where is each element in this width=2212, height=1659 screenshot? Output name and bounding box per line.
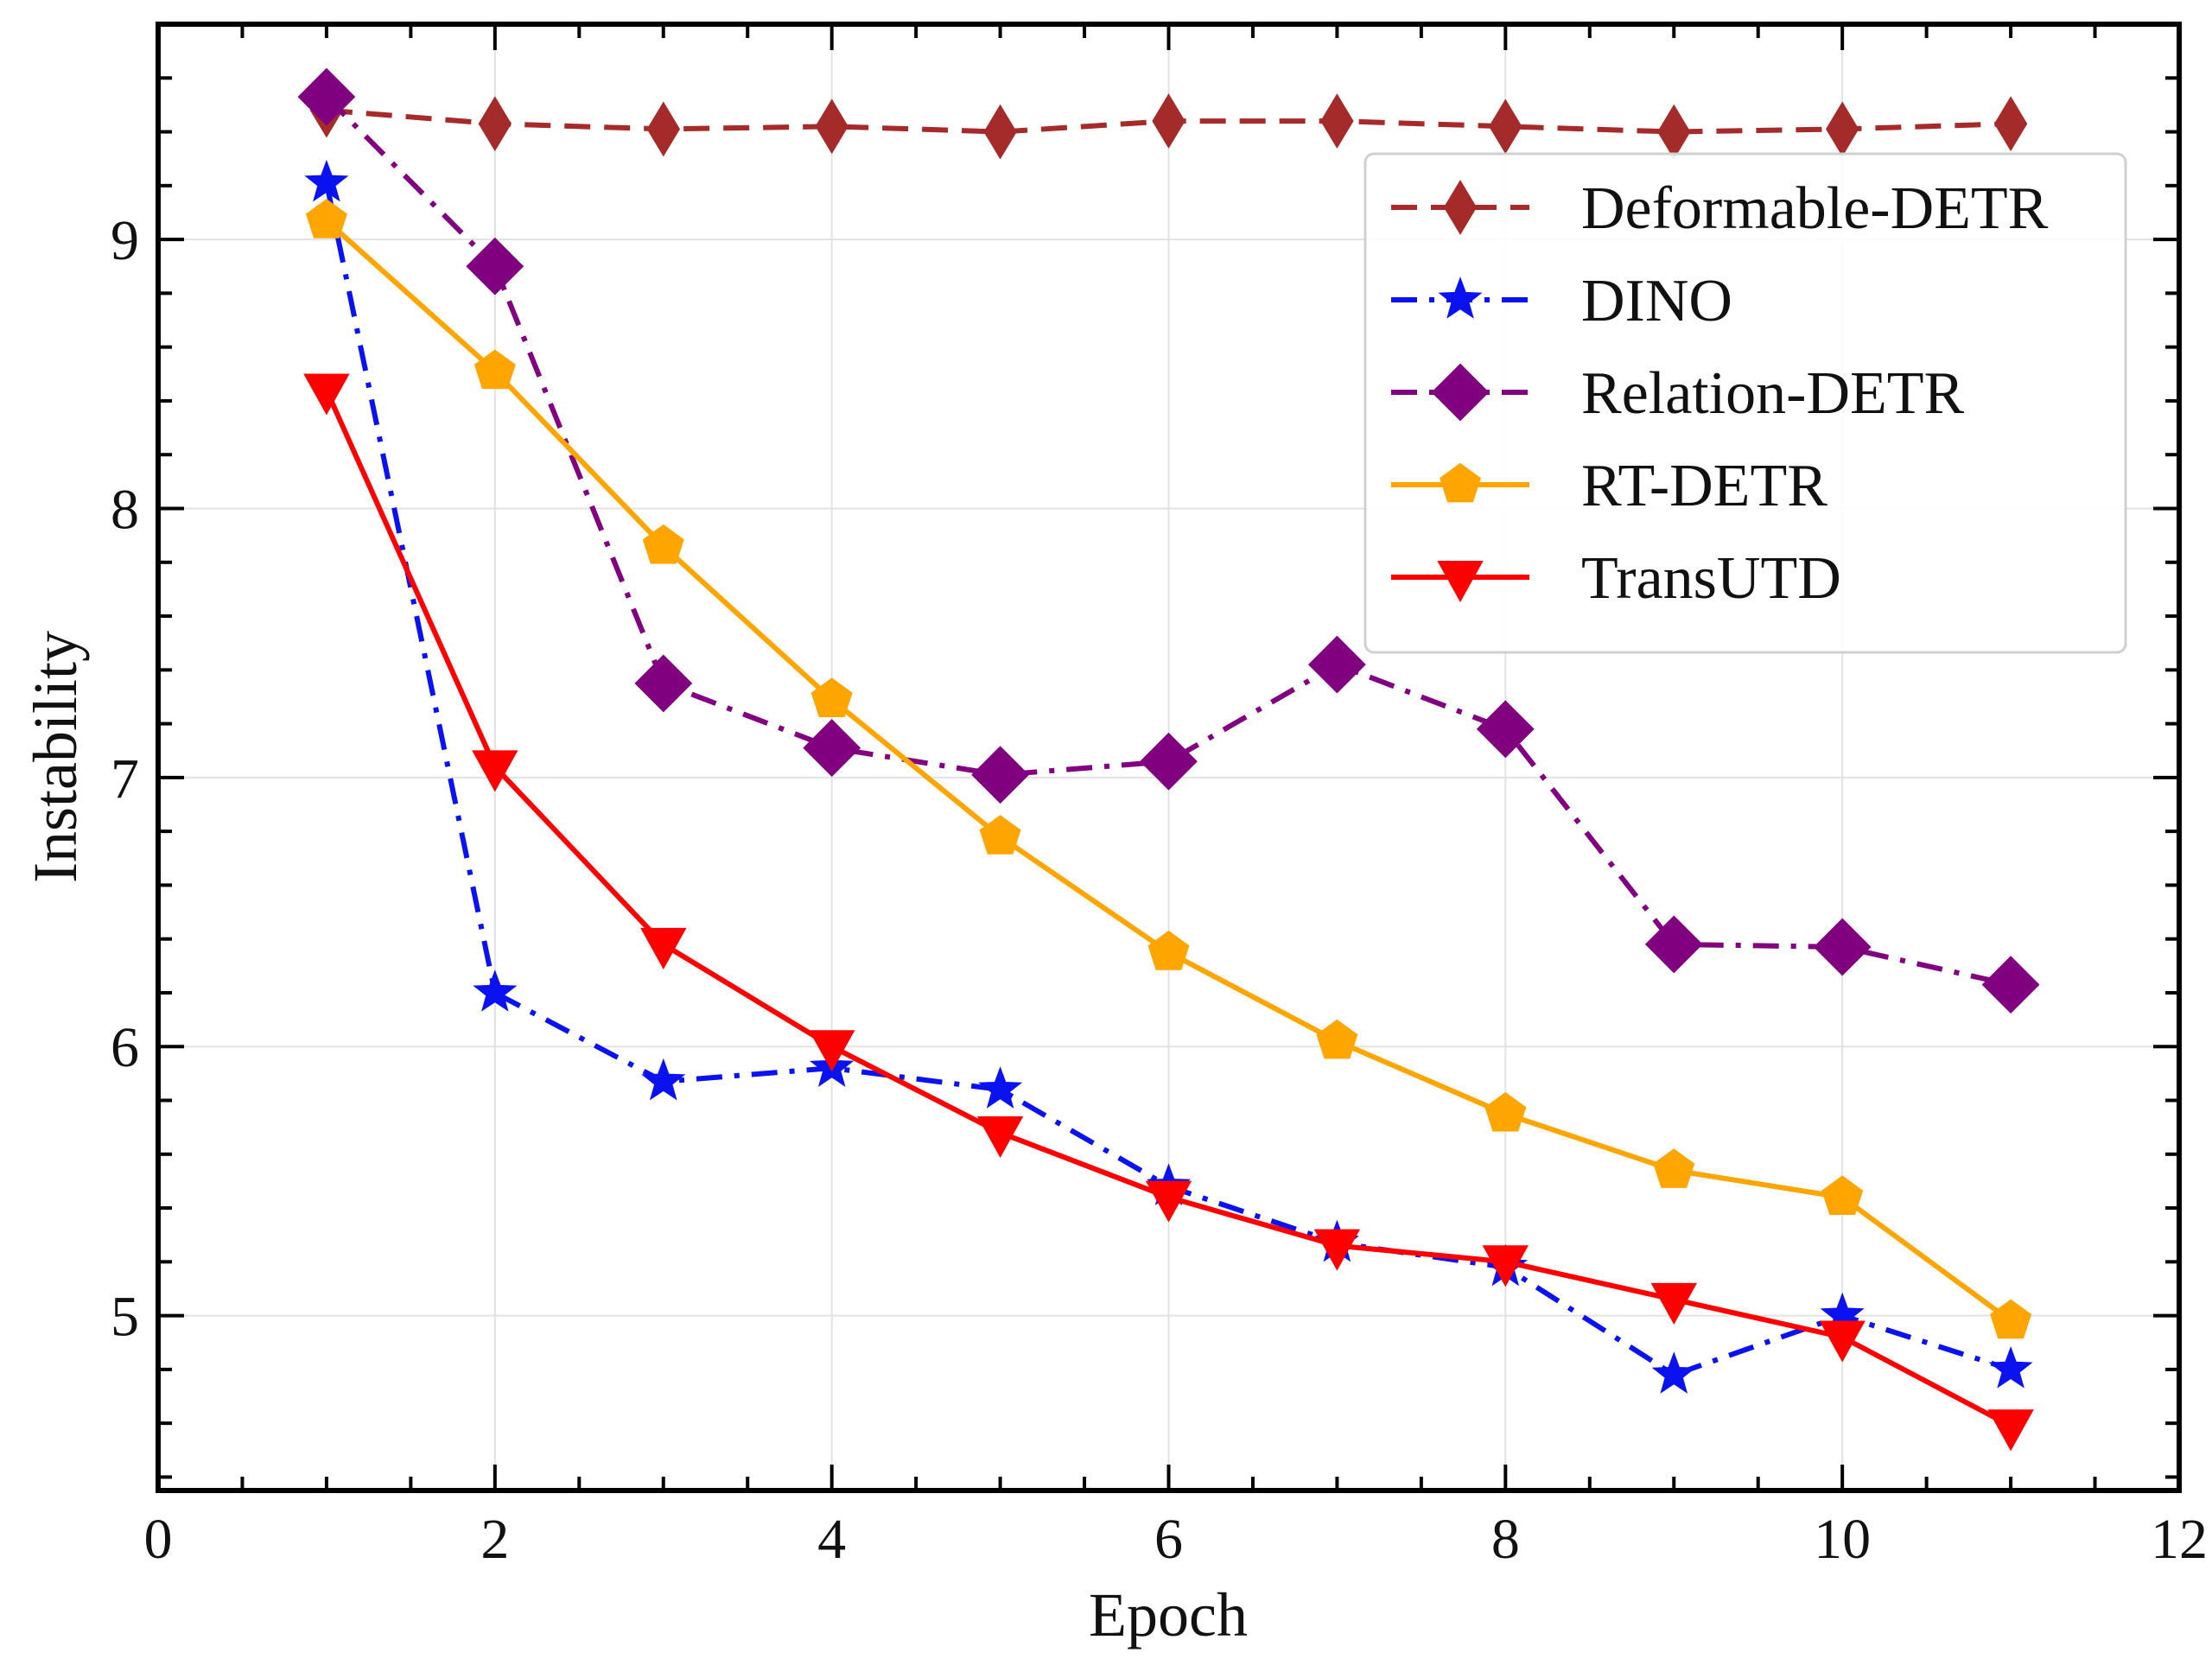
data-point-transutd: [303, 373, 350, 416]
legend-marker-transutd: [1437, 561, 1484, 603]
legend-marker-deformable-detr: [1443, 180, 1478, 235]
series-deformable-detr: [309, 82, 2028, 160]
data-point-deformable-detr: [1993, 96, 2028, 152]
data-point-deformable-detr: [478, 96, 512, 152]
data-point-dino: [978, 1066, 1023, 1109]
data-point-relation-detr: [634, 654, 693, 713]
data-point-transutd: [640, 927, 687, 969]
x-tick-label: 0: [144, 1508, 173, 1571]
data-point-rt-detr: [1484, 1091, 1527, 1132]
data-point-transutd: [1650, 1282, 1697, 1325]
data-point-transutd: [809, 1030, 855, 1072]
data-point-rt-detr: [1147, 930, 1190, 970]
data-point-rt-detr: [1990, 1299, 2032, 1339]
data-point-transutd: [976, 1116, 1024, 1158]
data-point-dino: [473, 969, 518, 1012]
legend-marker-dino: [1438, 276, 1483, 319]
data-point-rt-detr: [979, 815, 1021, 855]
data-point-dino: [1651, 1351, 1696, 1394]
data-point-relation-detr: [466, 237, 524, 296]
series-line-relation-detr: [324, 94, 2012, 988]
data-point-relation-detr: [1644, 915, 1703, 974]
data-point-transutd: [1313, 1229, 1361, 1271]
x-tick-label: 2: [480, 1508, 509, 1571]
x-tick-label: 12: [2151, 1508, 2208, 1571]
data-point-deformable-detr: [1320, 93, 1354, 149]
x-tick-label: 8: [1491, 1508, 1520, 1571]
data-point-deformable-detr: [1489, 99, 1522, 155]
x-tick-label: 4: [817, 1508, 846, 1571]
data-point-rt-detr: [642, 524, 684, 564]
y-tick-label: 8: [111, 478, 139, 541]
y-tick-label: 5: [111, 1286, 139, 1349]
data-point-transutd: [1482, 1245, 1529, 1287]
data-point-rt-detr: [474, 349, 516, 390]
legend-marker-relation-detr: [1431, 363, 1490, 422]
data-point-relation-detr: [1140, 732, 1198, 791]
data-point-relation-detr: [1813, 918, 1872, 976]
data-point-relation-detr: [1476, 700, 1535, 759]
series-rt-detr: [305, 199, 2032, 1339]
x-tick-label: 6: [1154, 1508, 1183, 1571]
legend: Deformable-DETR DINO Relation-DETR RT-DETR T…: [1363, 152, 2127, 654]
legend-marker-rt-detr: [1440, 462, 1481, 503]
legend-label-relation-detr: Relation-DETR: [1581, 360, 1965, 427]
data-point-transutd: [1819, 1320, 1866, 1363]
data-point-transutd: [472, 750, 518, 792]
data-point-dino: [1988, 1346, 2033, 1389]
data-point-rt-detr: [1316, 1019, 1358, 1059]
data-point-deformable-detr: [1152, 93, 1185, 149]
data-point-dino: [304, 159, 349, 202]
data-point-transutd: [1987, 1409, 2034, 1452]
data-point-relation-detr: [1307, 635, 1366, 694]
data-point-rt-detr: [1653, 1148, 1695, 1188]
series-relation-detr: [297, 67, 2040, 1014]
legend-label-transutd: TransUTD: [1581, 545, 1841, 612]
y-tick-label: 7: [111, 747, 139, 810]
y-tick-label: 6: [111, 1016, 139, 1079]
tick-labels: 0 2 4 6 8 10 12 5 6 7 8 9: [111, 209, 2208, 1571]
data-point-deformable-detr: [815, 99, 849, 155]
data-point-relation-detr: [297, 67, 356, 126]
data-point-relation-detr: [971, 746, 1030, 804]
legend-label-rt-detr: RT-DETR: [1581, 453, 1827, 519]
data-point-transutd: [1145, 1180, 1192, 1223]
x-tick-label: 10: [1814, 1508, 1871, 1571]
data-point-rt-detr: [305, 199, 347, 238]
data-point-deformable-detr: [983, 104, 1017, 160]
data-point-deformable-detr: [646, 101, 680, 157]
data-point-dino: [641, 1058, 686, 1101]
data-point-relation-detr: [1981, 956, 2040, 1014]
x-axis-label: Epoch: [1089, 1580, 1248, 1649]
legend-label-dino: DINO: [1581, 268, 1732, 334]
data-point-rt-detr: [810, 677, 853, 717]
y-axis-label: Instability: [21, 631, 90, 883]
y-tick-label: 9: [111, 209, 139, 272]
series-transutd: [303, 373, 2034, 1452]
series-layer: [297, 67, 2040, 1452]
legend-label-deformable-detr: Deformable-DETR: [1581, 175, 2049, 242]
data-point-rt-detr: [1821, 1175, 1864, 1215]
legend-box: [1363, 152, 2127, 654]
data-point-relation-detr: [803, 719, 861, 778]
plot-frame: [156, 22, 2182, 1493]
